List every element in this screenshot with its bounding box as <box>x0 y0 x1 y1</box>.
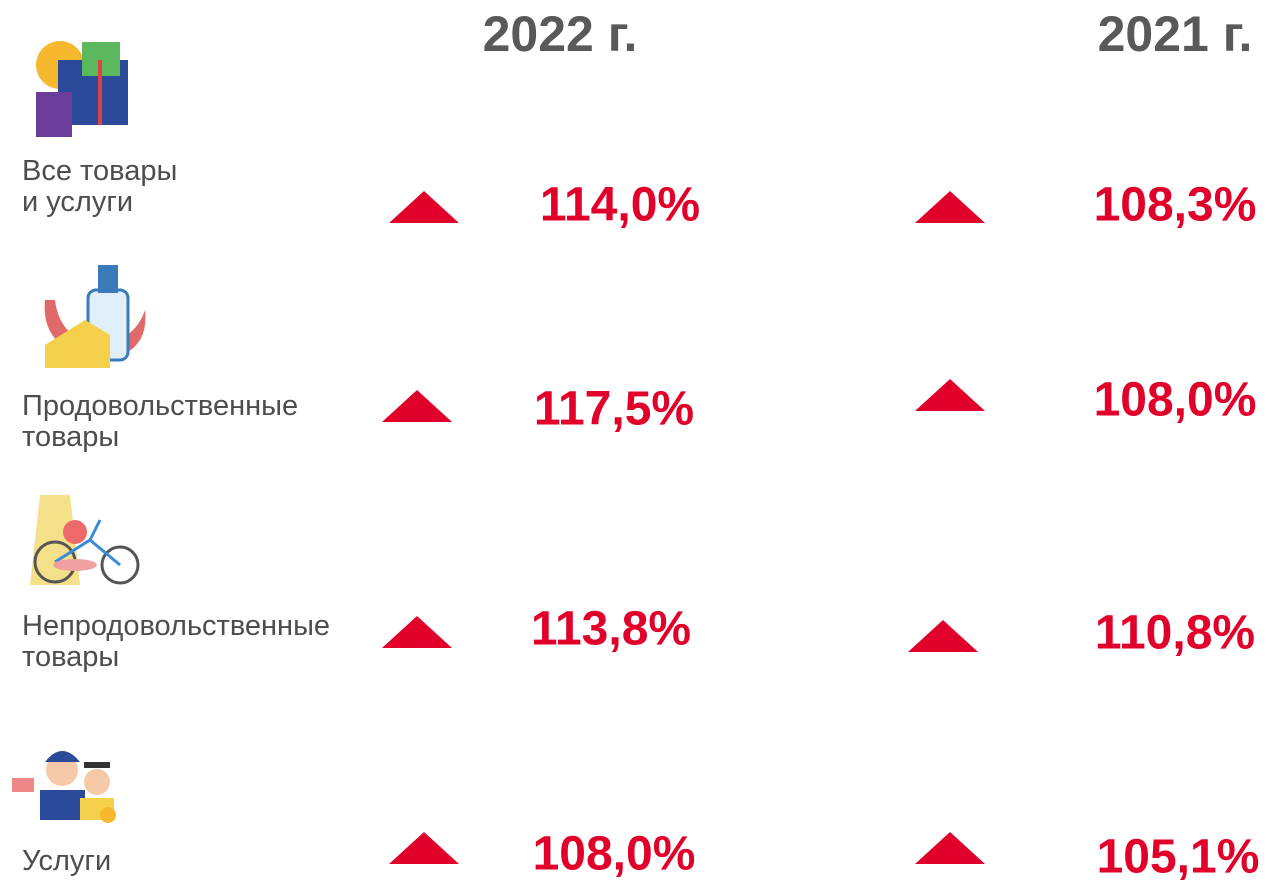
icon-nonfood <box>30 495 140 585</box>
icon-food <box>44 265 146 368</box>
up-triangle <box>389 191 459 223</box>
up-triangle <box>915 379 985 411</box>
row-label: Продовольственные товары <box>22 390 298 453</box>
icon-services <box>12 751 116 823</box>
up-triangle <box>382 616 452 648</box>
index-value: 105,1% <box>1097 831 1260 884</box>
label-line: Все товары <box>22 155 177 187</box>
row-label: Все товары и услуги <box>22 155 177 218</box>
index-value: 108,0% <box>1094 374 1257 427</box>
label-line: Продовольственные <box>22 390 298 422</box>
label-line: Услуги <box>22 845 111 877</box>
label-line: и услуги <box>22 186 133 218</box>
index-value: 117,5% <box>534 383 694 436</box>
up-triangle <box>915 832 985 864</box>
column-header: 2022 г. <box>483 6 638 62</box>
up-triangle <box>908 620 978 652</box>
label-line: товары <box>22 421 119 453</box>
label-line: товары <box>22 641 119 673</box>
row-label: Услуги <box>22 845 111 877</box>
index-value: 108,3% <box>1094 179 1257 232</box>
index-value: 108,0% <box>533 828 696 881</box>
column-header: 2021 г. <box>1098 6 1253 62</box>
icon-all-goods <box>36 41 128 137</box>
index-value: 110,8% <box>1095 607 1255 660</box>
up-triangle <box>382 390 452 422</box>
up-triangle <box>915 191 985 223</box>
row-label: Непродовольственные товары <box>22 610 330 673</box>
label-line: Непродовольственные <box>22 610 330 642</box>
index-value: 114,0% <box>540 179 700 232</box>
up-triangle <box>389 832 459 864</box>
index-value: 113,8% <box>531 603 691 656</box>
